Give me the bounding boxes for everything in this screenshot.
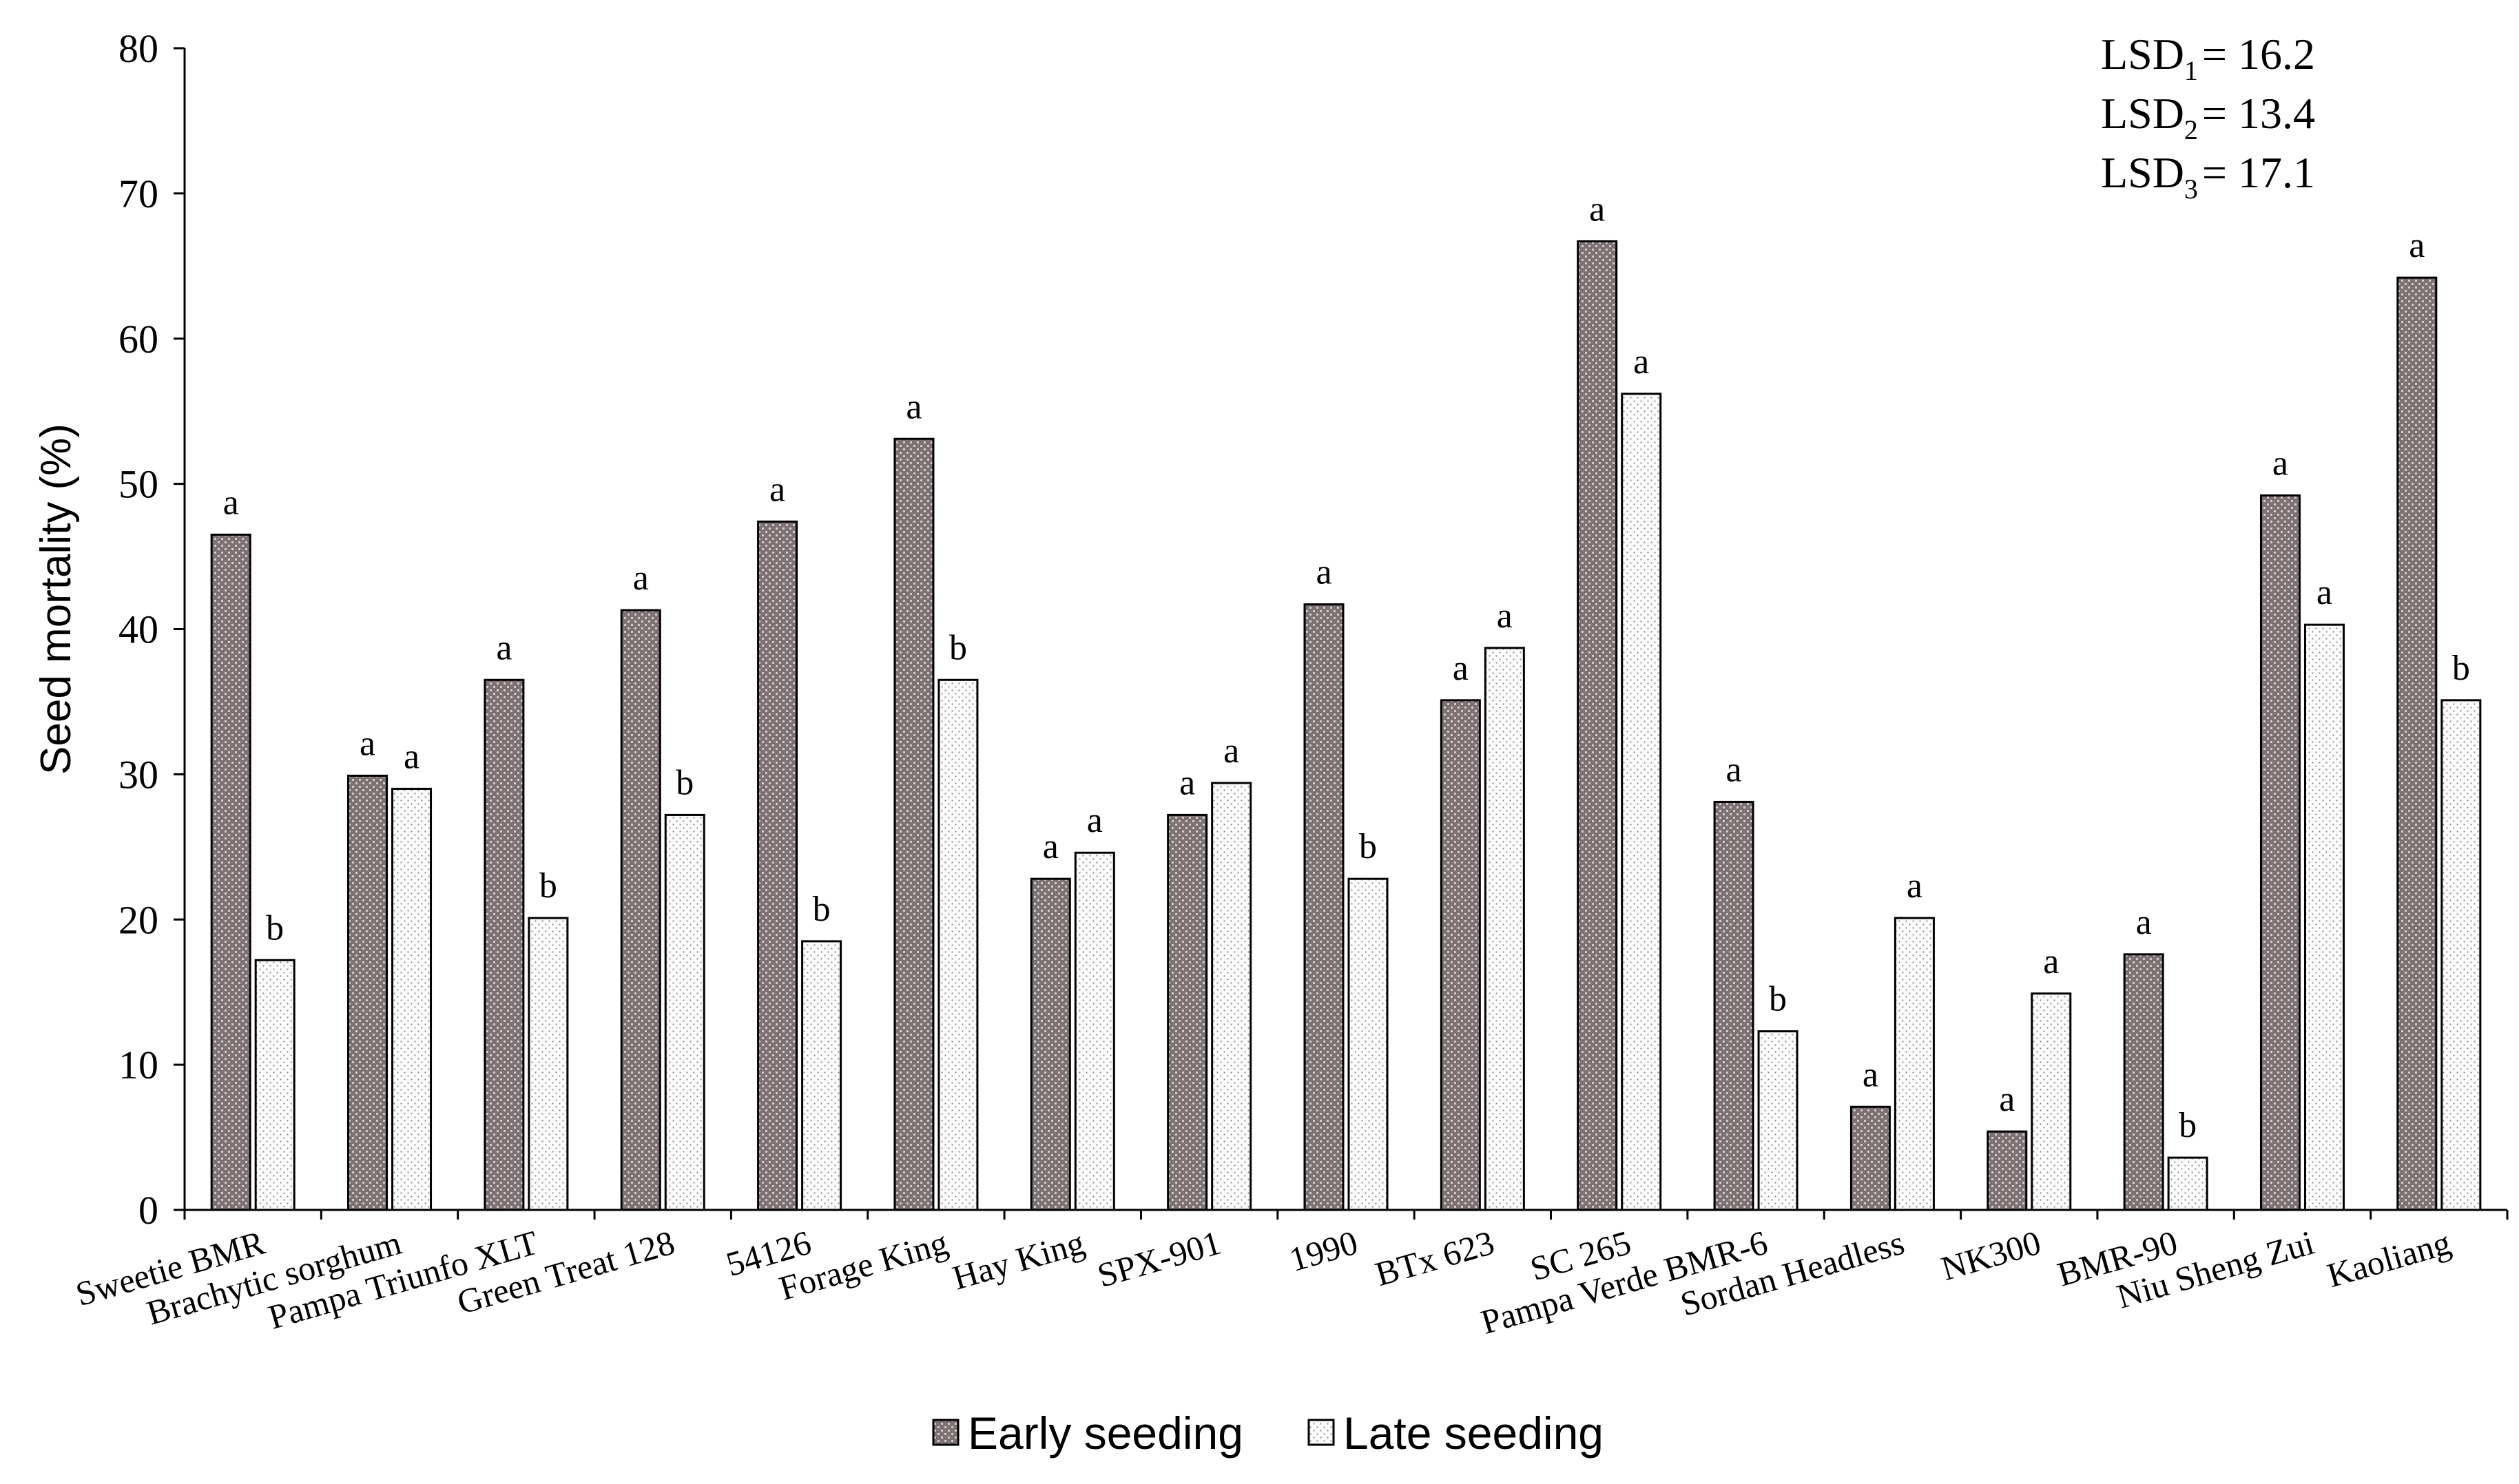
sig-letter-early-seeding-1990: a xyxy=(1316,553,1331,592)
y-tick-label-40: 40 xyxy=(118,607,158,652)
bar-early-seeding-pampa-triunfo-xlt xyxy=(484,678,525,1211)
bar-early-seeding-forage-king xyxy=(893,437,935,1211)
sig-letter-late-seeding-sc-265: a xyxy=(1633,342,1649,382)
sig-letter-late-seeding-1990: b xyxy=(1359,827,1377,866)
x-tick-label-hay-king: Hay King xyxy=(948,1223,1089,1297)
bar-late-seeding-sordan-headless xyxy=(1894,917,1935,1211)
bar-early-seeding-sordan-headless xyxy=(1849,1105,1891,1211)
bar-late-seeding-spx-901 xyxy=(1211,782,1252,1211)
bar-late-seeding-bmr-90 xyxy=(2167,1156,2208,1211)
bar-early-seeding-sweetie-bmr xyxy=(210,533,251,1211)
sig-letter-late-seeding-sweetie-bmr: b xyxy=(266,908,284,948)
lsd-3: LSD3= 17.1 xyxy=(2101,148,2315,205)
y-tick-label-0: 0 xyxy=(138,1188,158,1233)
bar-early-seeding-54126 xyxy=(757,520,798,1211)
x-tick-label-kaoliang: Kaoliang xyxy=(2323,1223,2455,1295)
sig-letter-early-seeding-sordan-headless: a xyxy=(1863,1055,1878,1094)
y-tick-label-80: 80 xyxy=(118,26,158,71)
sig-letter-early-seeding-green-treat-128: a xyxy=(633,558,649,598)
bar-early-seeding-nk300 xyxy=(1987,1130,2028,1211)
bar-late-seeding-54126 xyxy=(801,940,842,1211)
sig-letter-late-seeding-hay-king: a xyxy=(1087,801,1103,840)
sig-letter-late-seeding-forage-king: b xyxy=(949,628,967,667)
sig-letter-late-seeding-nk300: a xyxy=(2043,942,2059,981)
bar-early-seeding-pampa-verde-bmr-6 xyxy=(1713,800,1754,1211)
sig-letter-late-seeding-kaoliang: b xyxy=(2452,649,2470,688)
sig-letter-early-seeding-niu-sheng-zui: a xyxy=(2272,443,2288,483)
sig-letter-late-seeding-bmr-90: b xyxy=(2179,1106,2197,1145)
legend-label-late-seeding: Late seeding xyxy=(1343,1408,1604,1459)
bar-early-seeding-green-treat-128 xyxy=(620,609,661,1211)
bar-late-seeding-pampa-verde-bmr-6 xyxy=(1757,1030,1798,1211)
lsd-2: LSD2= 13.4 xyxy=(2101,89,2315,145)
bar-late-seeding-kaoliang xyxy=(2440,699,2482,1211)
bars-layer xyxy=(210,240,2482,1211)
legend-label-early-seeding: Early seeding xyxy=(968,1408,1243,1459)
bar-late-seeding-1990 xyxy=(1347,877,1389,1211)
y-tick-label-10: 10 xyxy=(118,1043,158,1087)
bar-early-seeding-1990 xyxy=(1303,603,1345,1211)
bar-late-seeding-brachytic-sorghum xyxy=(391,787,433,1211)
y-tick-label-30: 30 xyxy=(118,752,158,797)
sig-letter-early-seeding-brachytic-sorghum: a xyxy=(360,724,375,763)
bar-early-seeding-niu-sheng-zui xyxy=(2259,494,2301,1211)
y-axis-title: Seed mortality (%) xyxy=(32,424,80,775)
y-tick-label-50: 50 xyxy=(118,462,158,507)
sig-letter-late-seeding-niu-sheng-zui: a xyxy=(2316,573,2332,612)
sig-letter-late-seeding-pampa-verde-bmr-6: b xyxy=(1769,980,1787,1019)
bar-late-seeding-hay-king xyxy=(1074,851,1115,1211)
y-tick-label-20: 20 xyxy=(118,897,158,942)
bar-late-seeding-sweetie-bmr xyxy=(254,959,296,1211)
sig-letter-early-seeding-btx-623: a xyxy=(1453,649,1469,688)
legend-swatch-early-seeding xyxy=(932,1419,960,1446)
bar-early-seeding-spx-901 xyxy=(1167,813,1208,1211)
legend-swatch-late-seeding xyxy=(1307,1419,1335,1446)
y-tick-label-70: 70 xyxy=(118,171,158,216)
sig-letter-early-seeding-pampa-verde-bmr-6: a xyxy=(1726,750,1742,789)
sig-letter-early-seeding-kaoliang: a xyxy=(2409,226,2425,265)
lsd-1: LSD1= 16.2 xyxy=(2101,30,2315,86)
sig-letter-late-seeding-pampa-triunfo-xlt: b xyxy=(539,866,557,906)
x-tick-label-btx-623: BTx 623 xyxy=(1371,1223,1498,1293)
sig-letter-late-seeding-green-treat-128: b xyxy=(676,763,694,802)
bar-late-seeding-pampa-triunfo-xlt xyxy=(528,917,569,1211)
bar-early-seeding-btx-623 xyxy=(1440,699,1481,1211)
sig-letter-late-seeding-spx-901: a xyxy=(1223,731,1239,771)
x-tick-label-nk300: NK300 xyxy=(1937,1223,2045,1288)
sig-letter-early-seeding-sweetie-bmr: a xyxy=(223,483,239,522)
bar-late-seeding-sc-265 xyxy=(1621,393,1662,1211)
sig-letter-early-seeding-spx-901: a xyxy=(1179,763,1195,802)
legend: Early seeding Late seeding xyxy=(932,1408,1604,1459)
bar-early-seeding-bmr-90 xyxy=(2123,953,2164,1211)
sig-letter-early-seeding-pampa-triunfo-xlt: a xyxy=(496,628,512,667)
x-tick-label-spx-901: SPX-901 xyxy=(1093,1223,1225,1295)
sig-letter-early-seeding-hay-king: a xyxy=(1043,827,1059,866)
bar-late-seeding-nk300 xyxy=(2031,992,2072,1211)
bar-late-seeding-forage-king xyxy=(937,678,979,1211)
sig-letter-late-seeding-btx-623: a xyxy=(1497,596,1513,636)
x-tick-label-1990: 1990 xyxy=(1285,1223,1362,1279)
bar-early-seeding-brachytic-sorghum xyxy=(347,774,388,1211)
sig-letter-early-seeding-sc-265: a xyxy=(1589,189,1605,229)
sig-letter-early-seeding-nk300: a xyxy=(1999,1080,2015,1119)
sig-letter-late-seeding-brachytic-sorghum: a xyxy=(404,737,419,776)
bar-late-seeding-niu-sheng-zui xyxy=(2303,623,2345,1211)
bar-early-seeding-hay-king xyxy=(1030,877,1071,1211)
bar-late-seeding-green-treat-128 xyxy=(664,813,705,1211)
sig-letter-late-seeding-54126: b xyxy=(813,890,831,929)
sig-letter-late-seeding-sordan-headless: a xyxy=(1907,866,1922,906)
sig-letter-early-seeding-54126: a xyxy=(769,470,785,509)
sig-letter-early-seeding-bmr-90: a xyxy=(2136,903,2152,942)
bar-early-seeding-sc-265 xyxy=(1577,240,1618,1211)
bar-late-seeding-btx-623 xyxy=(1484,647,1525,1211)
bar-early-seeding-kaoliang xyxy=(2396,276,2438,1211)
y-tick-label-60: 60 xyxy=(118,317,158,362)
sig-letter-early-seeding-forage-king: a xyxy=(906,387,922,426)
